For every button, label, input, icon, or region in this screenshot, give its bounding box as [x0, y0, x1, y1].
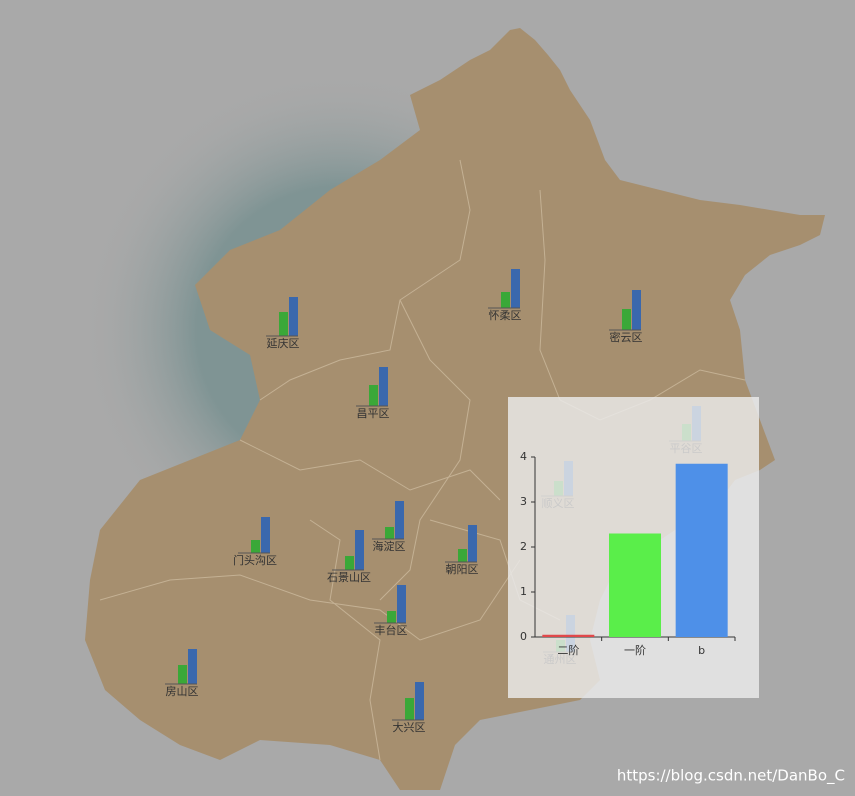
mini-bar	[511, 269, 520, 308]
mini-bar	[385, 527, 394, 539]
mini-bar	[387, 611, 396, 623]
district-label: 海淀区	[373, 539, 406, 553]
mini-bar	[178, 665, 187, 684]
district-label: 怀柔区	[489, 309, 522, 322]
mini-bar	[395, 501, 404, 539]
mini-bar	[188, 649, 197, 684]
district-label: 房山区	[166, 685, 199, 698]
mini-bar	[632, 290, 641, 330]
district-label: 朝阳区	[446, 563, 479, 576]
mini-bar	[468, 525, 477, 562]
mini-bar	[622, 309, 631, 330]
x-tick-label: 二阶	[557, 643, 579, 657]
mini-bar	[369, 385, 378, 406]
district-label: 延庆区	[267, 336, 300, 350]
mini-bar	[289, 297, 298, 336]
mini-bar	[397, 585, 406, 623]
watermark: https://blog.csdn.net/DanBo_C	[617, 767, 845, 786]
mini-bar	[345, 556, 354, 570]
mini-bar	[405, 698, 414, 720]
district-label: 密云区	[610, 330, 643, 344]
y-tick-label: 1	[520, 585, 527, 598]
beijing-outline	[85, 28, 825, 790]
bar	[675, 463, 728, 637]
mini-bar	[261, 517, 270, 553]
bar	[609, 533, 661, 637]
y-tick-label: 0	[520, 630, 527, 643]
y-tick-label: 4	[520, 450, 527, 463]
mini-bar	[458, 549, 467, 562]
district-label: 石景山区	[327, 571, 371, 584]
mini-bar	[251, 540, 260, 553]
popup-chart: 0 1 2 3 4 二阶 一阶 b	[508, 397, 759, 698]
mini-bar	[355, 530, 364, 570]
x-tick-label: 一阶	[624, 643, 646, 657]
district-label: 大兴区	[393, 720, 426, 734]
district-label: 昌平区	[357, 407, 390, 420]
mini-bar	[501, 292, 510, 308]
mini-bar	[279, 312, 288, 336]
district-label: 门头沟区	[233, 553, 277, 567]
mini-bar	[415, 682, 424, 720]
bar	[542, 634, 595, 637]
y-tick-label: 3	[520, 495, 527, 508]
y-tick-label: 2	[520, 540, 527, 553]
x-tick-label: b	[698, 644, 705, 657]
district-label: 丰台区	[375, 623, 408, 637]
mini-bar	[379, 367, 388, 406]
